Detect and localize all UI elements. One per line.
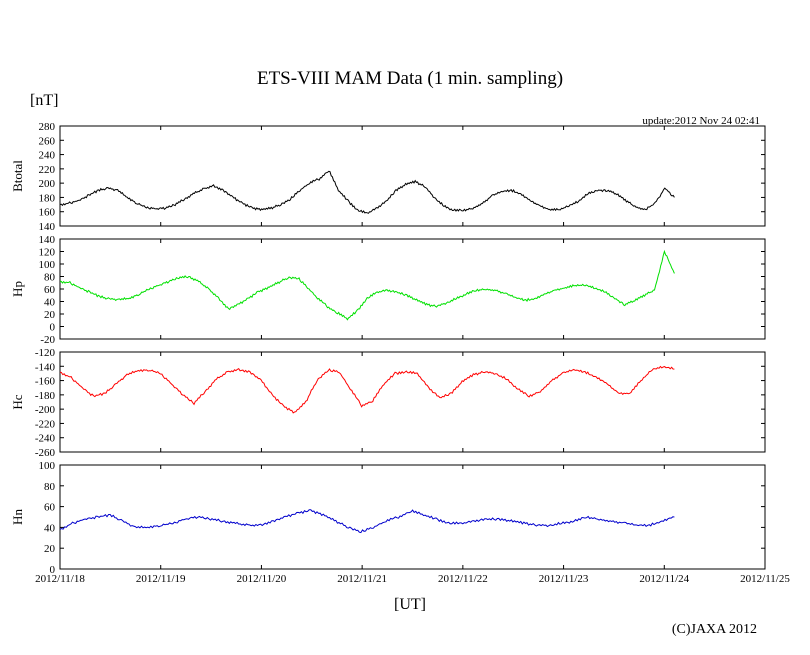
chart-title: ETS-VIII MAM Data (1 min. sampling) bbox=[257, 68, 563, 89]
x-axis-ticks: 2012/11/18 2012/11/19 2012/11/20 2012/11/21… bbox=[35, 573, 790, 585]
y-tick-label: 100 bbox=[39, 259, 56, 271]
y-tick-label: 160 bbox=[39, 207, 56, 219]
y-tick-label: 20 bbox=[44, 543, 56, 555]
x-tick-label: 2012/11/21 bbox=[337, 573, 387, 585]
x-tick-label: 2012/11/19 bbox=[136, 573, 186, 585]
y-tick-label: -20 bbox=[40, 334, 55, 346]
series-line-btotal bbox=[59, 170, 675, 214]
y-tick-label: 0 bbox=[50, 564, 56, 576]
y-tick-label: -180 bbox=[35, 390, 56, 402]
y-tick-label: -160 bbox=[35, 376, 56, 388]
series-line-hc bbox=[59, 365, 675, 414]
y-tick-label: 100 bbox=[39, 460, 56, 472]
y-tick-label: 60 bbox=[44, 284, 56, 296]
y-tick-label: 0 bbox=[50, 322, 56, 334]
panel-hc: -260 -240 -220 -200 -180 -160 -140 -120 Hc bbox=[10, 347, 766, 459]
x-axis-label: [UT] bbox=[394, 596, 426, 613]
panel-hn: 0 20 40 60 80 100 Hn bbox=[10, 460, 766, 576]
panel-label-hn: Hn bbox=[10, 509, 25, 525]
panel-label-hp: Hp bbox=[10, 281, 25, 297]
y-tick-label: 280 bbox=[39, 121, 56, 133]
y-tick-label: 180 bbox=[39, 192, 56, 204]
y-tick-label: 40 bbox=[44, 297, 56, 309]
y-tick-label: -200 bbox=[35, 404, 56, 416]
copyright-label: (C)JAXA 2012 bbox=[672, 622, 757, 637]
y-tick-label: -220 bbox=[35, 418, 56, 430]
x-tick-label: 2012/11/18 bbox=[35, 573, 85, 585]
y-tick-label: 60 bbox=[44, 502, 56, 514]
y-tick-label: 260 bbox=[39, 135, 56, 147]
y-unit-label: [nT] bbox=[30, 92, 58, 109]
series-line-hp bbox=[59, 249, 675, 321]
x-tick-label: 2012/11/25 bbox=[740, 573, 790, 585]
y-tick-label: -260 bbox=[35, 447, 56, 459]
panel-frame bbox=[59, 351, 766, 453]
chart-panels: 140160180200220240260280Btotal-200204060… bbox=[10, 121, 766, 576]
y-tick-label: 120 bbox=[39, 247, 56, 259]
y-tick-label: 140 bbox=[39, 234, 56, 246]
panel-label-hc: Hc bbox=[10, 394, 25, 409]
panel-frame bbox=[59, 238, 766, 340]
y-tick-label: 140 bbox=[39, 221, 56, 233]
y-tick-label: 220 bbox=[39, 164, 56, 176]
y-tick-label: 80 bbox=[44, 481, 56, 493]
panel-frame bbox=[59, 125, 766, 227]
y-tick-label: 240 bbox=[39, 150, 56, 162]
panel-label-btotal: Btotal bbox=[10, 160, 25, 192]
update-timestamp: update:2012 Nov 24 02:41 bbox=[642, 115, 760, 127]
y-tick-label: -240 bbox=[35, 433, 56, 445]
x-tick-label: 2012/11/20 bbox=[237, 573, 287, 585]
y-tick-label: -120 bbox=[35, 347, 56, 359]
y-tick-label: 200 bbox=[39, 178, 56, 190]
x-tick-label: 2012/11/23 bbox=[539, 573, 589, 585]
x-tick-label: 2012/11/24 bbox=[639, 573, 689, 585]
series-line-hn bbox=[59, 509, 675, 534]
y-tick-label: 20 bbox=[44, 309, 56, 321]
x-tick-label: 2012/11/22 bbox=[438, 573, 488, 585]
y-tick-label: -140 bbox=[35, 361, 56, 373]
panel-btotal: 140 160 180 200 220 240 260 280 Btotal bbox=[10, 121, 766, 233]
y-tick-label: 40 bbox=[44, 522, 56, 534]
panel-frame bbox=[59, 464, 766, 570]
y-tick-label: 80 bbox=[44, 272, 56, 284]
